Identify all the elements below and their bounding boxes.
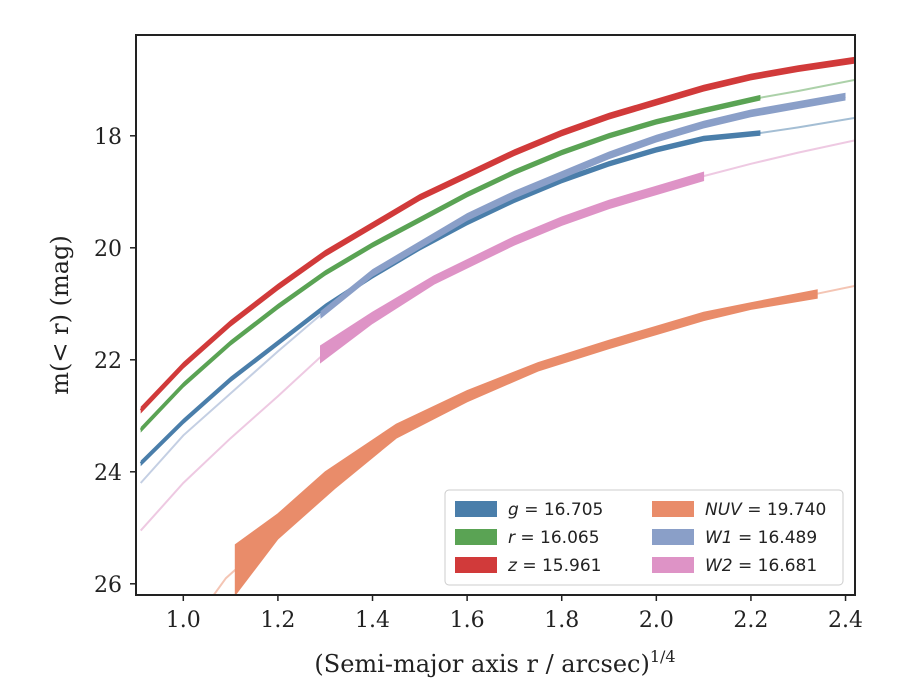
series-g	[139, 116, 855, 467]
legend-label-r: r = 16.065	[508, 528, 600, 548]
legend-swatch-g	[455, 501, 497, 517]
series-nuv-band	[234, 289, 818, 595]
legend-label-g: g = 16.705	[508, 500, 603, 520]
series-r-extrapolated-line	[760, 78, 855, 99]
series-z-line	[139, 58, 855, 412]
y-tick-label: 24	[94, 461, 122, 486]
x-tick-label: 1.4	[355, 608, 390, 633]
y-tick-label: 20	[94, 237, 122, 262]
series-z	[139, 56, 855, 414]
series-layer	[139, 56, 855, 595]
legend-swatch-nuv	[652, 501, 694, 517]
y-tick-label: 26	[94, 573, 122, 598]
x-axis-label-exponent: 1/4	[650, 647, 676, 666]
series-g-line	[139, 131, 761, 465]
legend-swatch-r	[455, 529, 497, 545]
series-w2-band	[320, 171, 705, 364]
y-tick-label: 18	[94, 125, 122, 150]
y-tick-label: 22	[94, 349, 122, 374]
series-nuv-extrapolated-line	[212, 569, 236, 595]
legend: g = 16.705 r = 16.065 z = 15.961 NUV = 19.7…	[444, 489, 844, 586]
x-axis-label-text: (Semi-major axis r / arcsec)	[314, 650, 649, 678]
legend-label-z: z = 15.961	[507, 556, 601, 576]
x-axis-ticks: 1.0 1.2 1.4 1.6 1.8 2.0 2.2 2.4	[166, 595, 863, 633]
series-r	[139, 78, 855, 433]
y-axis-ticks: 18 20 22 24 26	[94, 125, 136, 598]
x-tick-label: 2.2	[733, 608, 768, 633]
series-w2-extrapolated-line	[139, 356, 322, 532]
series-g-extrapolated-line	[760, 116, 855, 134]
plot-frame	[135, 34, 856, 596]
legend-label-nuv: NUV = 19.740	[705, 500, 826, 520]
series-w2	[139, 139, 855, 532]
legend-swatch-w2	[652, 557, 694, 573]
series-w1	[139, 92, 846, 484]
x-tick-label: 1.6	[450, 608, 485, 633]
legend-box	[444, 489, 844, 586]
x-tick-label: 1.2	[260, 608, 295, 633]
series-r-line	[139, 96, 761, 431]
legend-label-w1: W1 = 16.489	[705, 528, 817, 548]
x-tick-label: 1.0	[166, 608, 201, 633]
series-w1-line	[319, 95, 846, 316]
series-w2-extrapolated-line	[703, 139, 855, 178]
x-axis-label: (Semi-major axis r / arcsec)1/4	[314, 647, 675, 678]
series-nuv	[212, 284, 855, 595]
series-w1-extrapolated-line	[139, 314, 322, 484]
x-tick-label: 2.4	[828, 608, 863, 633]
y-axis-label: m(< r) (mag)	[46, 235, 74, 394]
legend-swatch-z	[455, 557, 497, 573]
legend-swatch-w1	[652, 529, 694, 545]
series-nuv-extrapolated-line	[816, 284, 855, 295]
x-tick-label: 1.8	[544, 608, 579, 633]
x-tick-label: 2.0	[639, 608, 674, 633]
legend-label-w2: W2 = 16.681	[705, 556, 817, 576]
